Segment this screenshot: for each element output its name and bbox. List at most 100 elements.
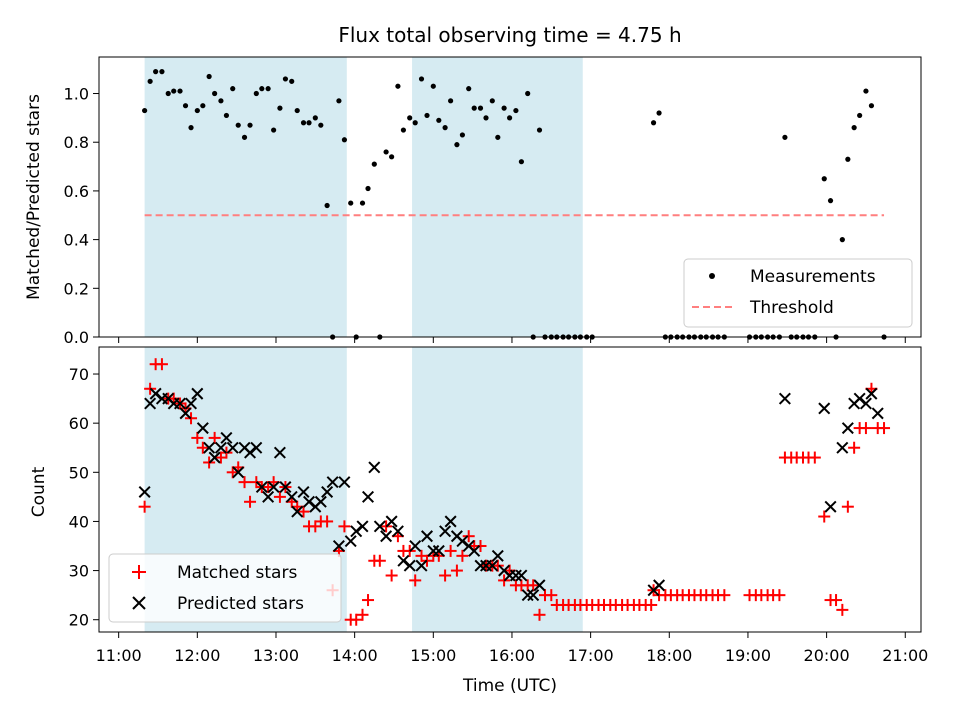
- matched-star-point: [491, 559, 504, 572]
- x-tick-label: 14:00: [332, 646, 378, 665]
- y-tick-label: 0.2: [64, 279, 89, 298]
- matched-star-point: [208, 431, 221, 444]
- y-tick-label: 60: [69, 414, 89, 433]
- bottom-legend-box: [108, 553, 342, 623]
- predicted-star-point: [196, 422, 209, 435]
- measurement-point: [171, 88, 177, 94]
- predicted-star-point: [444, 515, 457, 528]
- predicted-star-point: [486, 559, 499, 572]
- predicted-star-point: [527, 589, 540, 602]
- measurement-point: [851, 125, 857, 131]
- measurement-point: [471, 105, 477, 111]
- matched-star-point: [830, 594, 843, 607]
- bottom-axes-frame: [98, 346, 922, 633]
- matched-star-point: [474, 540, 487, 553]
- legend-matched-label: Matched stars: [177, 563, 297, 583]
- measurement-point: [459, 132, 466, 138]
- predicted-star-point: [267, 481, 280, 494]
- measurement-point: [194, 107, 200, 114]
- measurement-point: [412, 120, 418, 126]
- bottom-y-ticks: 20 30 40 50 60 70: [69, 365, 99, 630]
- predicted-star-point: [515, 569, 528, 582]
- y-tick-label: 70: [69, 365, 89, 384]
- matched-star-point: [718, 589, 731, 602]
- measurement-point: [300, 120, 307, 126]
- matched-star-point: [273, 490, 286, 503]
- predicted-star-point: [220, 431, 233, 444]
- measurement-point: [365, 185, 371, 192]
- measurement-point: [868, 103, 875, 109]
- matched-star-point: [244, 495, 257, 508]
- measurement-point: [259, 86, 265, 92]
- measurement-point: [442, 125, 448, 131]
- observing-window-2: [412, 347, 583, 632]
- predicted-star-point: [818, 402, 831, 415]
- predicted-star-point: [138, 485, 151, 498]
- predicted-star-point: [653, 579, 666, 592]
- measurement-point: [525, 90, 531, 97]
- legend-matched-marker: [132, 565, 146, 579]
- matched-star-point: [773, 589, 786, 602]
- measurement-point: [650, 120, 657, 126]
- predicted-star-point: [373, 520, 386, 533]
- measurement-point: [182, 103, 189, 109]
- measurement-point: [827, 198, 834, 204]
- predicted-star-point: [273, 446, 286, 459]
- measurement-point: [318, 122, 324, 128]
- predicted-star-point: [841, 422, 854, 435]
- predicted-star-point: [368, 461, 381, 474]
- x-tick-label: 12:00: [174, 646, 220, 665]
- measurement-point: [507, 115, 513, 121]
- predicted-star-point: [208, 451, 221, 464]
- predicted-star-point: [380, 530, 393, 543]
- measurement-point: [159, 69, 165, 75]
- predicted-star-point: [232, 466, 245, 479]
- matched-star-point: [350, 613, 363, 626]
- measurement-point: [253, 90, 259, 97]
- bottom-shaded-spans: [144, 347, 583, 632]
- measurement-point: [306, 120, 312, 126]
- predicted-star-point: [297, 485, 310, 498]
- y-tick-label: 20: [69, 611, 89, 630]
- x-tick-label: 16:00: [489, 646, 535, 665]
- matched-star-point: [338, 520, 351, 533]
- measurement-point: [277, 105, 283, 111]
- top-legend: Measurements Threshold: [683, 258, 913, 328]
- measurement-point: [294, 107, 300, 114]
- measurement-point: [312, 115, 318, 121]
- matched-star-point: [527, 579, 540, 592]
- matched-star-point: [836, 603, 849, 616]
- measurement-point: [341, 137, 348, 143]
- measurement-point: [142, 107, 148, 114]
- predicted-star-point: [871, 407, 884, 420]
- predicted-star-point: [144, 397, 157, 410]
- measurement-point: [518, 159, 525, 165]
- predicted-star-point: [226, 441, 239, 454]
- matched-star-point: [409, 574, 422, 587]
- legend-predicted-label: Predicted stars: [177, 594, 304, 614]
- matched-star-point: [848, 441, 861, 454]
- legend-predicted-marker: [132, 596, 146, 610]
- x-tick-label: 13:00: [253, 646, 299, 665]
- matched-star-point: [808, 451, 821, 464]
- x-tick-label: 21:00: [882, 646, 928, 665]
- y-tick-label: 0.0: [64, 328, 89, 347]
- y-tick-label: 0.4: [64, 231, 89, 250]
- bottom-panel: Count Time (UTC) 20 30 40 50 60 70 11:00 12:00…: [29, 346, 928, 696]
- predicted-star-point: [391, 525, 404, 538]
- matched-star-point: [238, 476, 251, 489]
- measurement-point: [147, 78, 153, 84]
- measurement-point: [501, 105, 507, 111]
- measurement-point: [324, 202, 330, 209]
- measurement-point: [265, 86, 271, 92]
- bottom-legend: Matched stars Predicted stars: [108, 553, 342, 623]
- measurement-point: [212, 90, 218, 97]
- matched-star-point: [362, 594, 375, 607]
- top-legend-box: [683, 258, 913, 328]
- measurement-point: [536, 127, 543, 133]
- top-axes-frame: [98, 56, 922, 338]
- x-tick-label: 20:00: [804, 646, 850, 665]
- matched-star-point: [385, 569, 398, 582]
- measurement-point: [656, 110, 662, 116]
